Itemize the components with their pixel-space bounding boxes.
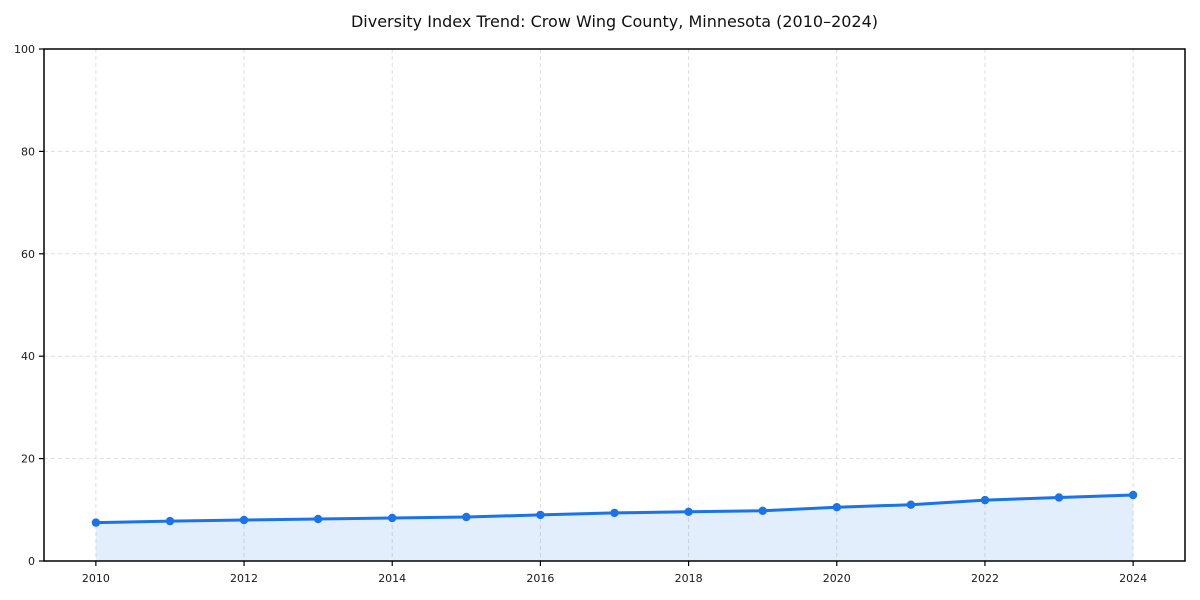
x-tick-label: 2020: [823, 572, 851, 585]
data-point-marker: [758, 506, 767, 515]
data-point-marker: [1128, 490, 1138, 500]
data-point-marker: [313, 514, 323, 524]
y-tick-label: 40: [21, 350, 35, 363]
y-tick-label: 80: [21, 145, 35, 158]
x-tick-label: 2016: [526, 572, 554, 585]
data-point-marker: [536, 510, 545, 520]
data-point-marker: [1054, 493, 1064, 502]
axis-tick-marks: [39, 48, 1134, 566]
y-tick-label: 0: [28, 555, 35, 568]
data-point-marker: [906, 500, 916, 509]
data-point-marker: [832, 503, 841, 512]
y-tick-label: 100: [14, 43, 35, 56]
x-tick-label: 2018: [675, 572, 703, 585]
y-axis-tick-labels: 0 20 40 60 80 100: [14, 43, 35, 568]
data-point-marker: [462, 512, 471, 522]
data-point-marker: [165, 516, 175, 526]
y-tick-label: 60: [21, 248, 35, 261]
data-point-marker: [239, 515, 249, 525]
data-point-marker: [684, 507, 693, 516]
x-tick-label: 2012: [230, 572, 258, 585]
x-tick-label: 2014: [378, 572, 406, 585]
y-tick-label: 20: [21, 453, 35, 466]
data-point-marker: [980, 495, 990, 505]
data-point-marker: [91, 518, 101, 527]
data-point-marker: [388, 513, 397, 523]
x-axis-tick-labels: 2010 2012 2014 2016 2018 2020 2022 2024: [82, 572, 1147, 585]
gridlines: [44, 48, 1185, 561]
x-tick-label: 2024: [1119, 572, 1147, 585]
x-tick-label: 2010: [82, 572, 110, 585]
data-point-marker: [610, 508, 619, 518]
chart-title: Diversity Index Trend: Crow Wing County,…: [350, 12, 879, 31]
area-fill: [95, 495, 1134, 561]
x-tick-label: 2022: [971, 572, 999, 585]
plot-border: [43, 48, 1186, 562]
data-point-markers: [91, 490, 1138, 527]
